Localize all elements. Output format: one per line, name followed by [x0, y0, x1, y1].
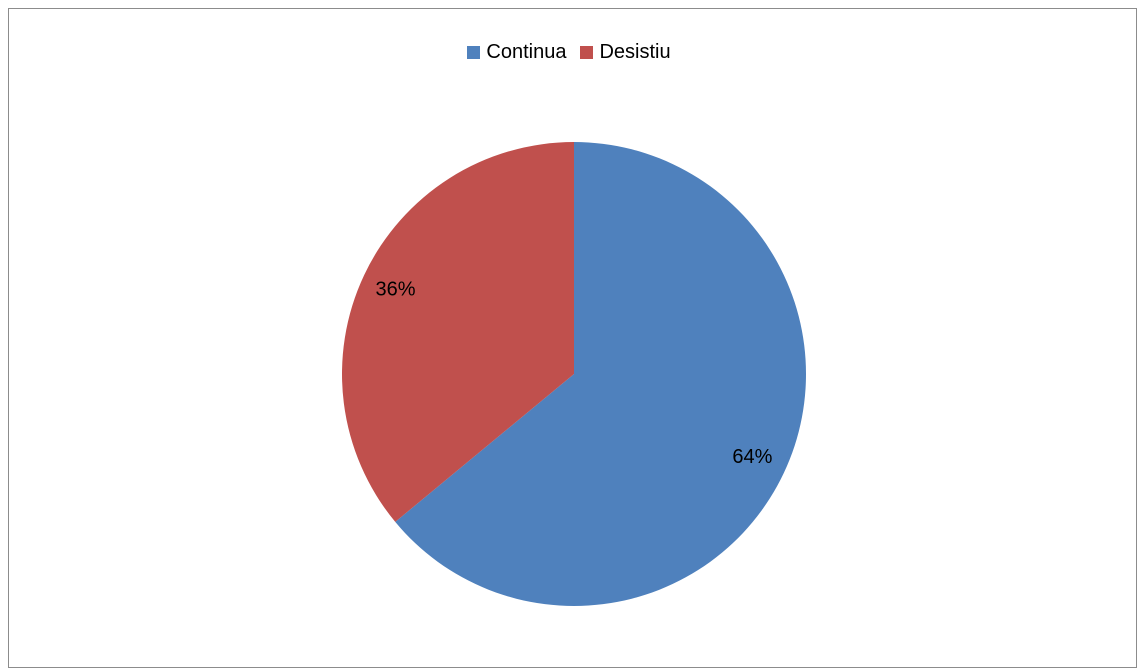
data-label-continua: 64%	[732, 446, 772, 468]
data-label-desistiu: 36%	[376, 278, 416, 300]
